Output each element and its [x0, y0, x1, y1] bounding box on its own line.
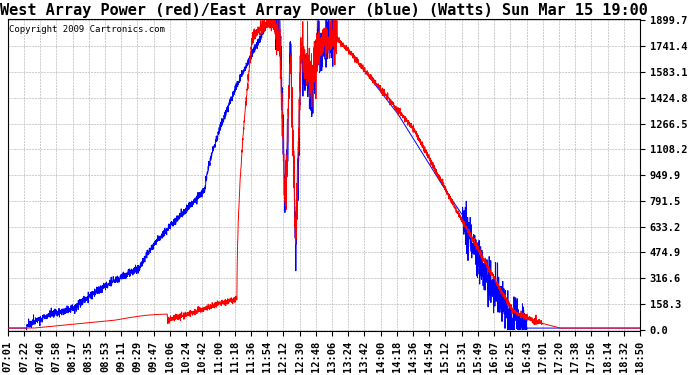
Title: West Array Power (red)/East Array Power (blue) (Watts) Sun Mar 15 19:00: West Array Power (red)/East Array Power … — [0, 3, 648, 18]
Text: Copyright 2009 Cartronics.com: Copyright 2009 Cartronics.com — [9, 25, 165, 34]
